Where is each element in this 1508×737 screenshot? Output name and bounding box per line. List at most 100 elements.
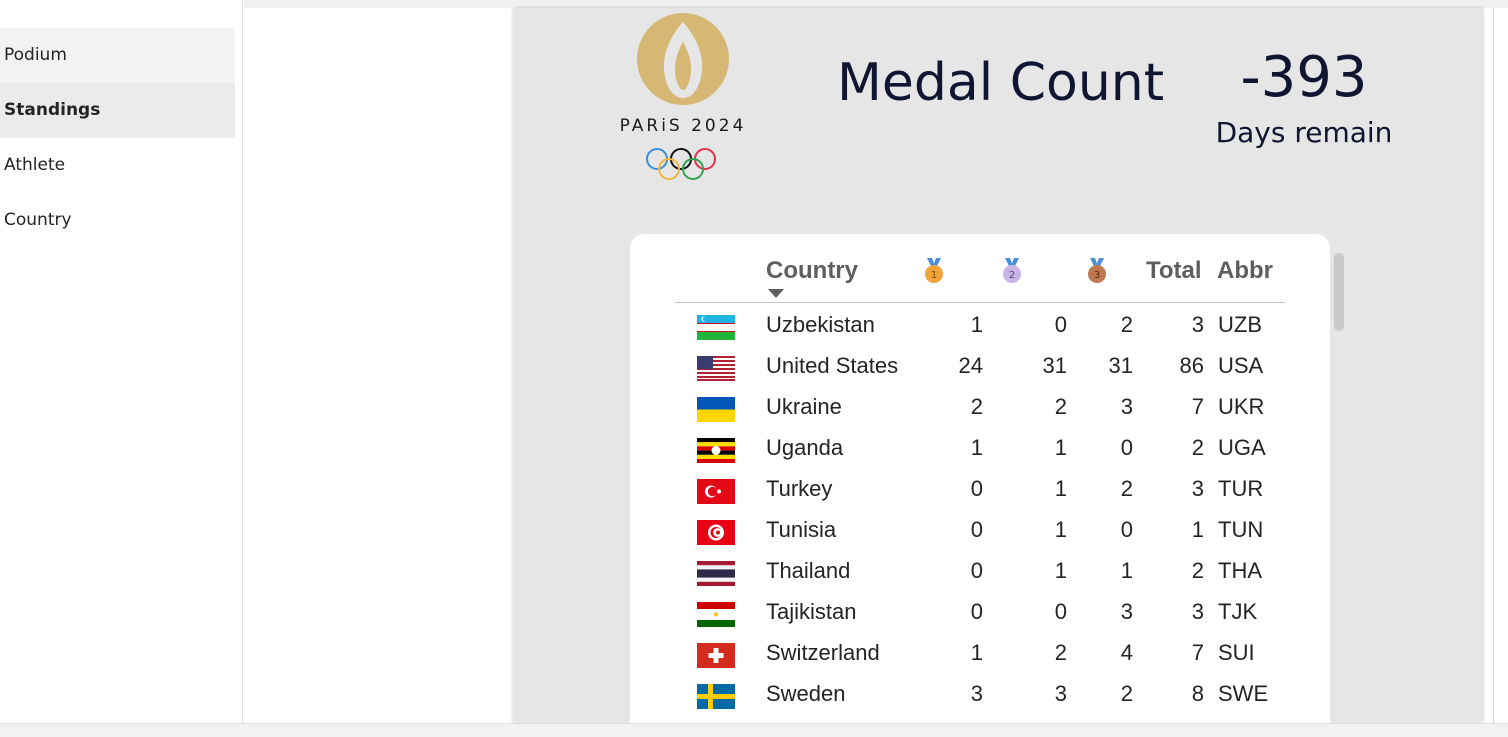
nav-item-athlete[interactable]: Athlete <box>4 155 66 175</box>
united-states-flag-icon <box>697 356 735 381</box>
paris-2024-logo: PARiS 2024 <box>607 12 759 184</box>
turkey-flag-icon <box>697 479 735 504</box>
table-row[interactable]: Tajikistan 0 0 3 3 TJK <box>675 593 1285 634</box>
country-name: Ukraine <box>766 394 842 419</box>
country-name: Uzbekistan <box>766 312 875 337</box>
paris-flame-icon <box>637 13 729 105</box>
bronze-medal-icon[interactable]: 3 <box>1086 258 1108 284</box>
tajikistan-flag-icon <box>697 602 735 627</box>
gold-count: 0 <box>970 476 983 501</box>
country-name: Uganda <box>766 435 844 460</box>
gold-count: 0 <box>970 599 983 624</box>
silver-count: 2 <box>1054 640 1067 665</box>
total-count: 3 <box>1191 312 1204 337</box>
switzerland-flag-icon <box>697 643 735 668</box>
total-count: 7 <box>1191 640 1204 665</box>
days-remaining-value: -393 <box>1240 45 1368 110</box>
table-scrollbar[interactable] <box>1334 253 1344 331</box>
total-count: 2 <box>1191 558 1204 583</box>
country-abbr: TJK <box>1218 599 1258 624</box>
silver-count: 0 <box>1054 312 1067 337</box>
country-abbr: TUR <box>1218 476 1264 501</box>
page-navigation: Podium Standings Athlete Country <box>0 0 243 723</box>
table-row[interactable]: Thailand 0 1 1 2 THA <box>675 552 1285 593</box>
logo-text: PARiS 2024 <box>619 116 747 136</box>
gold-count: 1 <box>970 435 983 460</box>
bronze-count: 3 <box>1120 599 1133 624</box>
bronze-count: 0 <box>1120 435 1133 460</box>
gold-count: 2 <box>970 394 983 419</box>
column-header-total[interactable]: Total <box>1146 257 1202 284</box>
country-abbr: UGA <box>1218 435 1266 460</box>
table-row[interactable]: Sweden 3 3 2 8 SWE <box>675 675 1285 716</box>
column-header-country[interactable]: Country <box>766 257 858 284</box>
bronze-count: 3 <box>1120 394 1133 419</box>
nav-item-country[interactable]: Country <box>4 210 72 230</box>
gold-count: 24 <box>958 353 983 378</box>
total-count: 8 <box>1191 681 1204 706</box>
report-canvas: PARiS 2024 Medal Count -393 Days remain … <box>514 8 1482 734</box>
header-divider <box>675 302 1285 303</box>
total-count: 1 <box>1191 517 1204 542</box>
table-row[interactable]: Turkey 0 1 2 3 TUR <box>675 470 1285 511</box>
silver-count: 1 <box>1054 517 1067 542</box>
table-row[interactable]: Tunisia 0 1 0 1 TUN <box>675 511 1285 552</box>
total-count: 3 <box>1191 599 1204 624</box>
country-abbr: USA <box>1218 353 1264 378</box>
total-count: 3 <box>1191 476 1204 501</box>
country-name: United States <box>766 353 899 378</box>
svg-text:1: 1 <box>931 270 937 281</box>
svg-text:2: 2 <box>1009 270 1015 281</box>
bronze-count: 2 <box>1120 681 1133 706</box>
bronze-count: 2 <box>1120 476 1133 501</box>
bronze-count: 31 <box>1108 353 1133 378</box>
table-row[interactable]: Uganda 1 1 0 2 UGA <box>675 429 1285 470</box>
sweden-flag-icon <box>697 684 735 709</box>
country-abbr: SUI <box>1218 640 1255 665</box>
silver-count: 2 <box>1054 394 1067 419</box>
page-title: Medal Count <box>837 53 1165 113</box>
country-name: Turkey <box>766 476 833 501</box>
table-row[interactable]: United States 24 31 31 86 USA <box>675 347 1285 388</box>
bronze-count: 0 <box>1120 517 1133 542</box>
bronze-count: 4 <box>1120 640 1133 665</box>
bottom-status-bar <box>0 723 1508 737</box>
country-abbr: SWE <box>1218 681 1269 706</box>
silver-count: 1 <box>1054 435 1067 460</box>
olympic-rings-icon <box>646 148 716 180</box>
country-abbr: UZB <box>1218 312 1262 337</box>
silver-count: 1 <box>1054 476 1067 501</box>
silver-count: 3 <box>1054 681 1067 706</box>
total-count: 2 <box>1191 435 1204 460</box>
table-row[interactable]: Uzbekistan 1 0 2 3 UZB <box>675 306 1285 347</box>
country-name: Thailand <box>766 558 851 583</box>
sort-descending-icon[interactable] <box>768 289 784 298</box>
country-name: Tajikistan <box>766 599 857 624</box>
silver-medal-icon[interactable]: 2 <box>1001 258 1023 284</box>
ukraine-flag-icon <box>697 397 735 422</box>
table-row[interactable]: Ukraine 2 2 3 7 UKR <box>675 388 1285 429</box>
bronze-count: 2 <box>1120 312 1133 337</box>
nav-item-standings[interactable]: Standings <box>0 83 235 138</box>
bronze-count: 1 <box>1120 558 1133 583</box>
days-remaining-label: Days remain <box>1215 116 1393 149</box>
total-count: 7 <box>1191 394 1204 419</box>
total-count: 86 <box>1179 353 1204 378</box>
silver-count: 0 <box>1054 599 1067 624</box>
country-abbr: THA <box>1218 558 1262 583</box>
country-name: Tunisia <box>766 517 837 542</box>
thailand-flag-icon <box>697 561 735 586</box>
medal-table-card: Country 1 2 3 Total Abbr <box>630 234 1330 734</box>
gold-count: 0 <box>970 517 983 542</box>
column-header-abbr[interactable]: Abbr <box>1217 257 1273 284</box>
gold-count: 0 <box>970 558 983 583</box>
gold-medal-icon[interactable]: 1 <box>923 258 945 284</box>
nav-item-podium[interactable]: Podium <box>0 28 235 83</box>
country-name: Switzerland <box>766 640 880 665</box>
silver-count: 31 <box>1042 353 1067 378</box>
country-abbr: UKR <box>1218 394 1265 419</box>
gold-count: 3 <box>970 681 983 706</box>
right-panel-edge <box>1493 8 1508 723</box>
uganda-flag-icon <box>697 438 735 463</box>
table-row[interactable]: Switzerland 1 2 4 7 SUI <box>675 634 1285 675</box>
